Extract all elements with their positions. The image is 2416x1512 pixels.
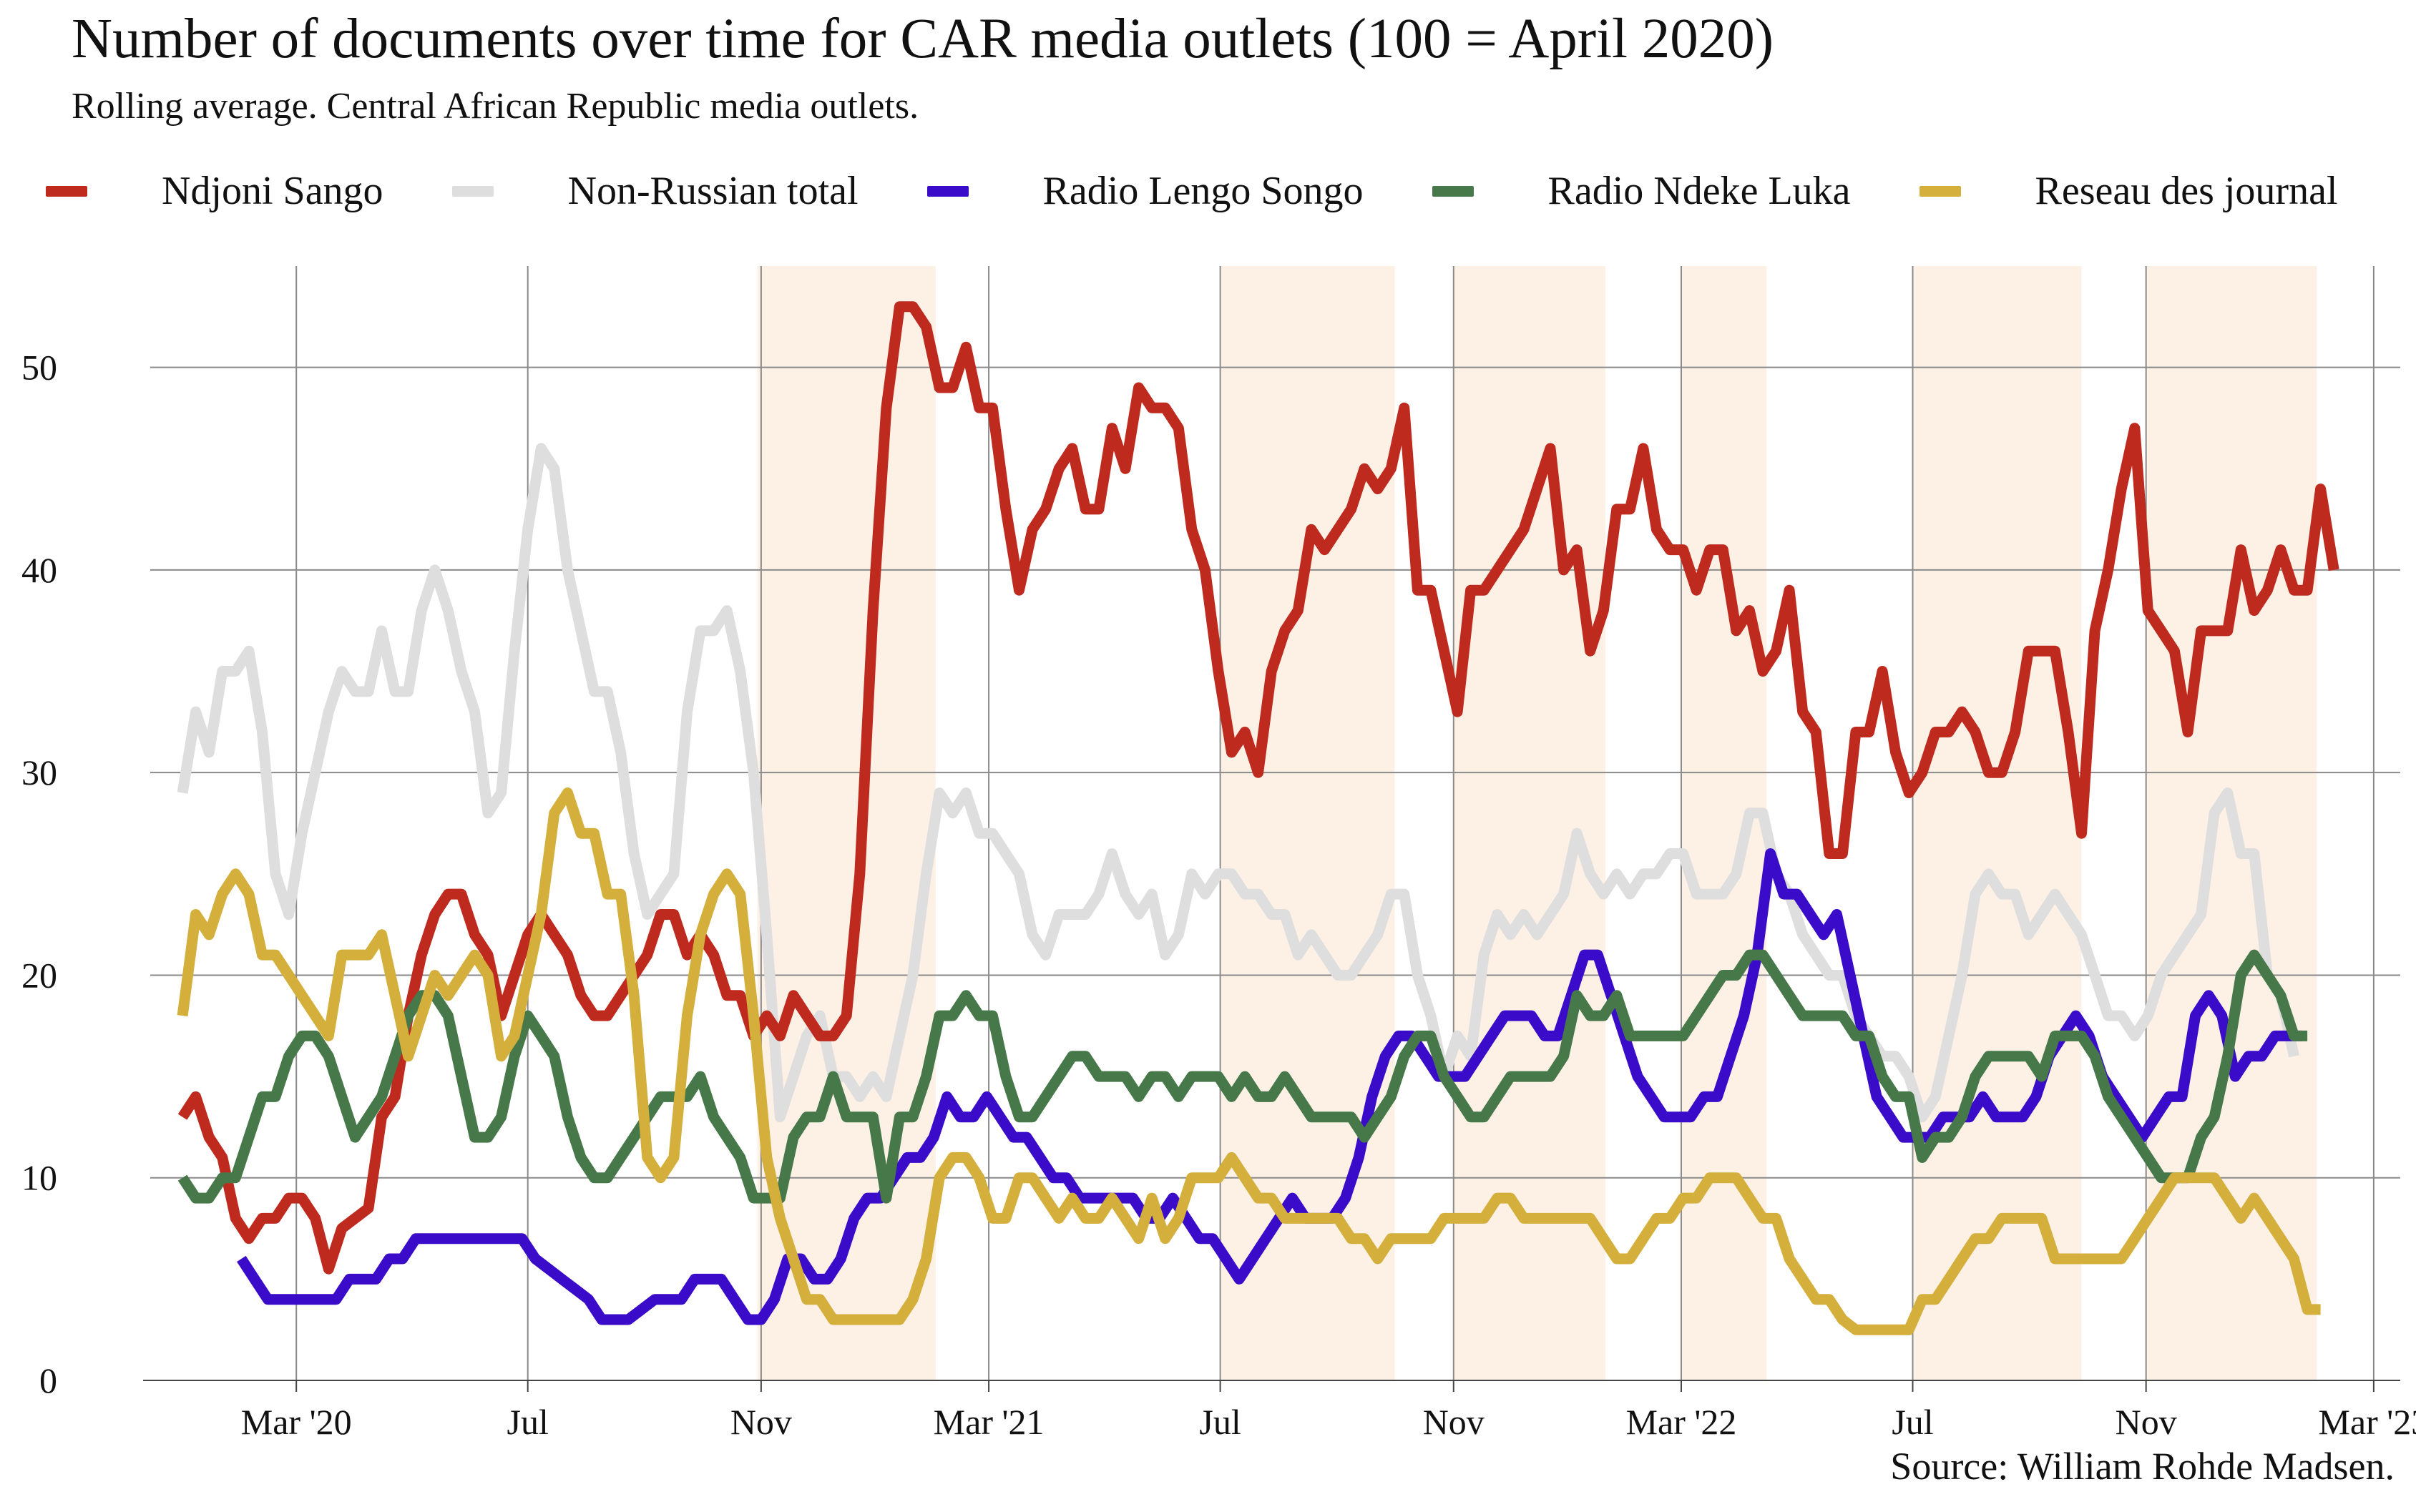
x-tick-label: Mar '23: [2318, 1402, 2416, 1442]
shaded-period-1: [757, 266, 936, 1380]
legend-item: Radio Ndeke Luka: [1432, 168, 1851, 214]
x-tick-label: Jul: [1199, 1402, 1241, 1442]
y-tick-label: 0: [39, 1360, 57, 1400]
legend-swatch: [46, 185, 87, 197]
series-line-radio-ndeke-luka: [177, 949, 2308, 1204]
x-tick-label: Nov: [2116, 1402, 2177, 1442]
x-tick-label: Jul: [1892, 1402, 1933, 1442]
legend-item: Reseau des journal: [1919, 168, 2338, 214]
legend-item: Ndjoni Sango: [46, 168, 383, 214]
x-tick-label: Mar '22: [1626, 1402, 1737, 1442]
shaded-period-3: [1453, 266, 1605, 1380]
x-tick-label: Nov: [1423, 1402, 1485, 1442]
legend-label: Radio Ndeke Luka: [1547, 169, 1851, 213]
x-tick-label: Mar '20: [241, 1402, 352, 1442]
shaded-period-2: [1220, 266, 1395, 1380]
series-line-reseau-des-journal: [177, 787, 2321, 1335]
legend-swatch: [451, 185, 494, 197]
legend-label: Reseau des journal: [2035, 169, 2338, 213]
y-tick-label: 50: [21, 348, 57, 388]
legend-item: Non-Russian total: [451, 168, 859, 214]
legend-swatch: [1919, 185, 1961, 197]
legend-label: Non-Russian total: [567, 169, 859, 213]
legend-label: Ndjoni Sango: [162, 169, 383, 213]
shaded-period-5: [1912, 266, 2082, 1380]
chart-title: Number of documents over time for CAR me…: [72, 8, 1774, 70]
y-tick-label: 30: [21, 752, 57, 792]
legend-swatch: [926, 185, 969, 197]
axes: 0 10 20 30 40 50 Mar '20 Jul Nov Mar '21 Jul Nov Mar…: [21, 348, 2416, 1442]
chart-subtitle: Rolling average. Central African Republi…: [72, 86, 919, 127]
x-tick-label: Mar '21: [934, 1402, 1045, 1442]
y-tick-label: 20: [21, 955, 57, 995]
x-tick-label: Jul: [507, 1402, 549, 1442]
legend-label: Radio Lengo Songo: [1042, 169, 1364, 213]
legend: Ndjoni Sango Non-Russian total Radio Lengo…: [46, 166, 2407, 216]
y-tick-label: 10: [21, 1158, 57, 1198]
legend-swatch: [1432, 185, 1474, 197]
x-tick-label: Nov: [730, 1402, 792, 1442]
y-tick-label: 40: [21, 550, 57, 590]
chart-source: Source: William Rohde Madsen.: [1890, 1445, 2395, 1488]
series-line-non-russian-total: [177, 443, 2299, 1123]
legend-item: Radio Lengo Songo: [926, 168, 1364, 214]
series-lines: [177, 301, 2339, 1335]
